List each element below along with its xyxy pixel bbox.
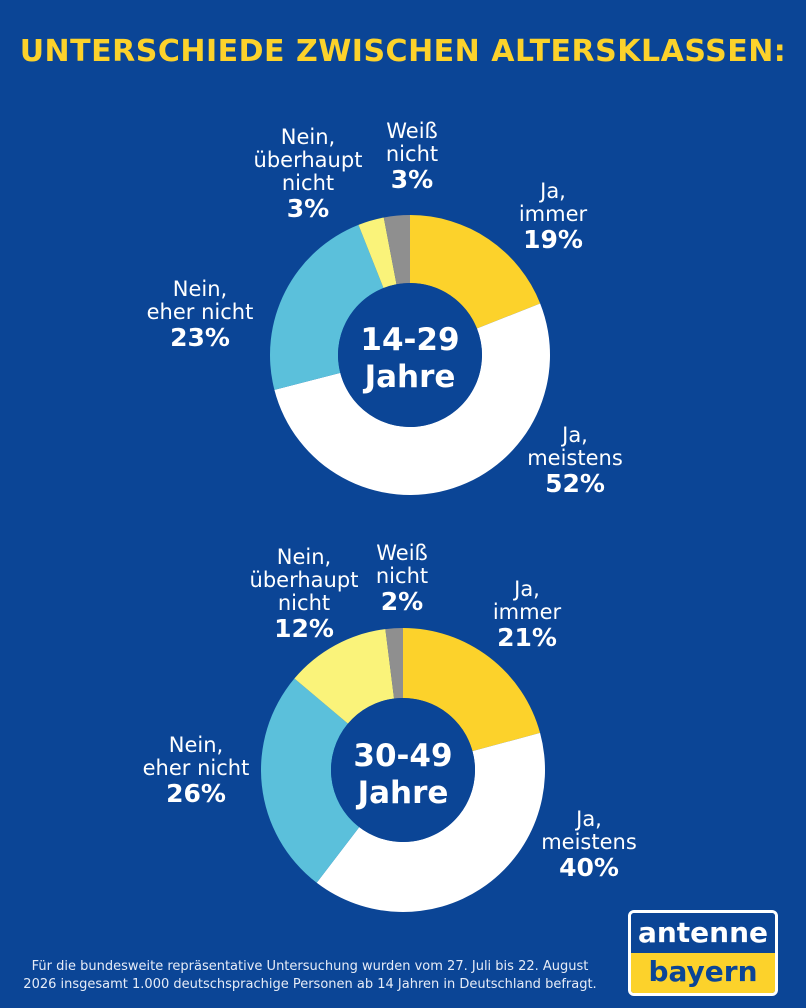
donut-chart-30-49 bbox=[261, 628, 545, 912]
slice-label-line1: Nein, bbox=[172, 277, 228, 301]
label-eher-nicht-30-49: Nein, eher nicht 26% bbox=[126, 733, 266, 809]
donut-slice-nein-eher-nicht-0 bbox=[269, 224, 384, 390]
slice-label-line1: Weiß bbox=[386, 119, 438, 143]
slice-label-line2: meistens bbox=[527, 446, 623, 471]
slice-label-line2: immer bbox=[492, 600, 562, 625]
donut-chart-14-29 bbox=[269, 215, 550, 495]
donut-slice-ja-immer-0 bbox=[410, 215, 541, 329]
center-label-line1: 14-29 bbox=[360, 322, 460, 358]
slice-value: 26% bbox=[166, 779, 226, 809]
center-label-14-29: 14-29 Jahre bbox=[330, 322, 490, 396]
donut-slice-weiß-nicht-0 bbox=[383, 215, 410, 285]
label-ja-meistens-14-29: Ja, meistens 52% bbox=[510, 423, 640, 499]
footnote: Für die bundesweite repräsentative Unter… bbox=[0, 958, 620, 993]
footnote-line2: 2026 insgesamt 1.000 deutschsprachige Pe… bbox=[23, 976, 597, 992]
slice-label-line1: Nein, bbox=[168, 733, 224, 757]
slice-label-line2: immer bbox=[518, 202, 588, 227]
antenne-bayern-logo: antenne bayern bbox=[628, 910, 778, 996]
page-title: UNTERSCHIEDE ZWISCHEN ALTERSKLASSEN: bbox=[19, 34, 787, 69]
label-ja-meistens-30-49: Ja, meistens 40% bbox=[524, 807, 654, 883]
slice-value: 52% bbox=[545, 469, 605, 499]
slice-label-line2: nicht bbox=[375, 564, 429, 589]
label-eher-nicht-14-29: Nein, eher nicht 23% bbox=[130, 277, 270, 353]
slice-label-line3: nicht bbox=[277, 591, 331, 616]
slice-value: 40% bbox=[559, 853, 619, 883]
donut-slice-weiß-nicht-1 bbox=[385, 628, 403, 699]
slice-label-line1: Weiß bbox=[376, 541, 428, 565]
slice-label-line2: überhaupt bbox=[249, 568, 359, 593]
donut-slice-ja-meistens-1 bbox=[316, 732, 545, 912]
label-weiss-nicht-14-29: Weiß nicht 3% bbox=[362, 119, 462, 195]
slice-value: 23% bbox=[170, 323, 230, 353]
slice-value: 3% bbox=[286, 194, 330, 224]
logo-top: antenne bbox=[631, 913, 775, 953]
slice-value: 19% bbox=[523, 225, 583, 255]
donut-slice-nein-überhaupt-nicht-0 bbox=[358, 217, 397, 289]
label-weiss-nicht-30-49: Weiß nicht 2% bbox=[352, 541, 452, 617]
footnote-line1: Für die bundesweite repräsentative Unter… bbox=[31, 959, 589, 974]
slice-label-line1: Nein, bbox=[280, 125, 336, 149]
label-ueberhaupt-nicht-14-29: Nein, überhaupt nicht 3% bbox=[238, 125, 378, 224]
donut-slice-ja-immer-1 bbox=[403, 628, 541, 752]
center-label-line2: Jahre bbox=[357, 775, 449, 812]
slice-label-line2: überhaupt bbox=[253, 148, 363, 173]
slice-label-line3: nicht bbox=[281, 171, 335, 196]
label-ja-immer-14-29: Ja, immer 19% bbox=[498, 179, 608, 255]
donut-slice-nein-eher-nicht-1 bbox=[261, 678, 360, 883]
donut-hole-0 bbox=[338, 283, 482, 427]
label-ja-immer-30-49: Ja, immer 21% bbox=[472, 577, 582, 653]
center-label-line2: Jahre bbox=[364, 359, 456, 396]
slice-value: 2% bbox=[380, 587, 424, 617]
slice-value: 21% bbox=[497, 623, 557, 653]
logo-bottom: bayern bbox=[631, 953, 775, 993]
slice-label-line2: meistens bbox=[541, 830, 637, 855]
slice-label-line2: eher nicht bbox=[146, 300, 254, 325]
slice-label-line1: Ja, bbox=[562, 423, 588, 447]
slice-value: 12% bbox=[274, 614, 334, 644]
slice-label-line2: eher nicht bbox=[142, 756, 250, 781]
donut-slice-nein-überhaupt-nicht-1 bbox=[294, 629, 395, 724]
slice-label-line1: Ja, bbox=[540, 179, 566, 203]
center-label-line1: 30-49 bbox=[353, 738, 453, 774]
donut-slice-ja-meistens-0 bbox=[274, 303, 550, 495]
slice-label-line2: nicht bbox=[385, 142, 439, 167]
donut-hole-1 bbox=[331, 698, 475, 842]
slice-label-line1: Ja, bbox=[514, 577, 540, 601]
label-ueberhaupt-nicht-30-49: Nein, überhaupt nicht 12% bbox=[234, 545, 374, 644]
center-label-30-49: 30-49 Jahre bbox=[323, 738, 483, 812]
slice-label-line1: Nein, bbox=[276, 545, 332, 569]
slice-value: 3% bbox=[390, 165, 434, 195]
slice-label-line1: Ja, bbox=[576, 807, 602, 831]
